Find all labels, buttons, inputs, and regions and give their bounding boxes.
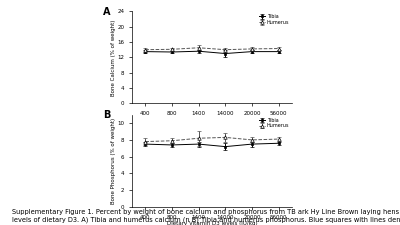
- Text: A: A: [103, 7, 111, 17]
- Y-axis label: Bone Calcium (% of weight): Bone Calcium (% of weight): [111, 19, 116, 96]
- X-axis label: Dietary Vitamin D3 levels (IU/kg): Dietary Vitamin D3 levels (IU/kg): [167, 221, 257, 225]
- Text: B: B: [103, 110, 110, 120]
- Legend: Tibia, Humerus: Tibia, Humerus: [259, 117, 290, 129]
- X-axis label: Dietary Vitamin D3 levels (IU/kg): Dietary Vitamin D3 levels (IU/kg): [167, 117, 257, 123]
- Legend: Tibia, Humerus: Tibia, Humerus: [259, 14, 290, 25]
- Y-axis label: Bone Phosphorus (% of weight): Bone Phosphorus (% of weight): [111, 118, 116, 204]
- Text: Supplementary Figure 1. Percent by weight of bone calcium and phosphorus from TB: Supplementary Figure 1. Percent by weigh…: [12, 209, 400, 225]
